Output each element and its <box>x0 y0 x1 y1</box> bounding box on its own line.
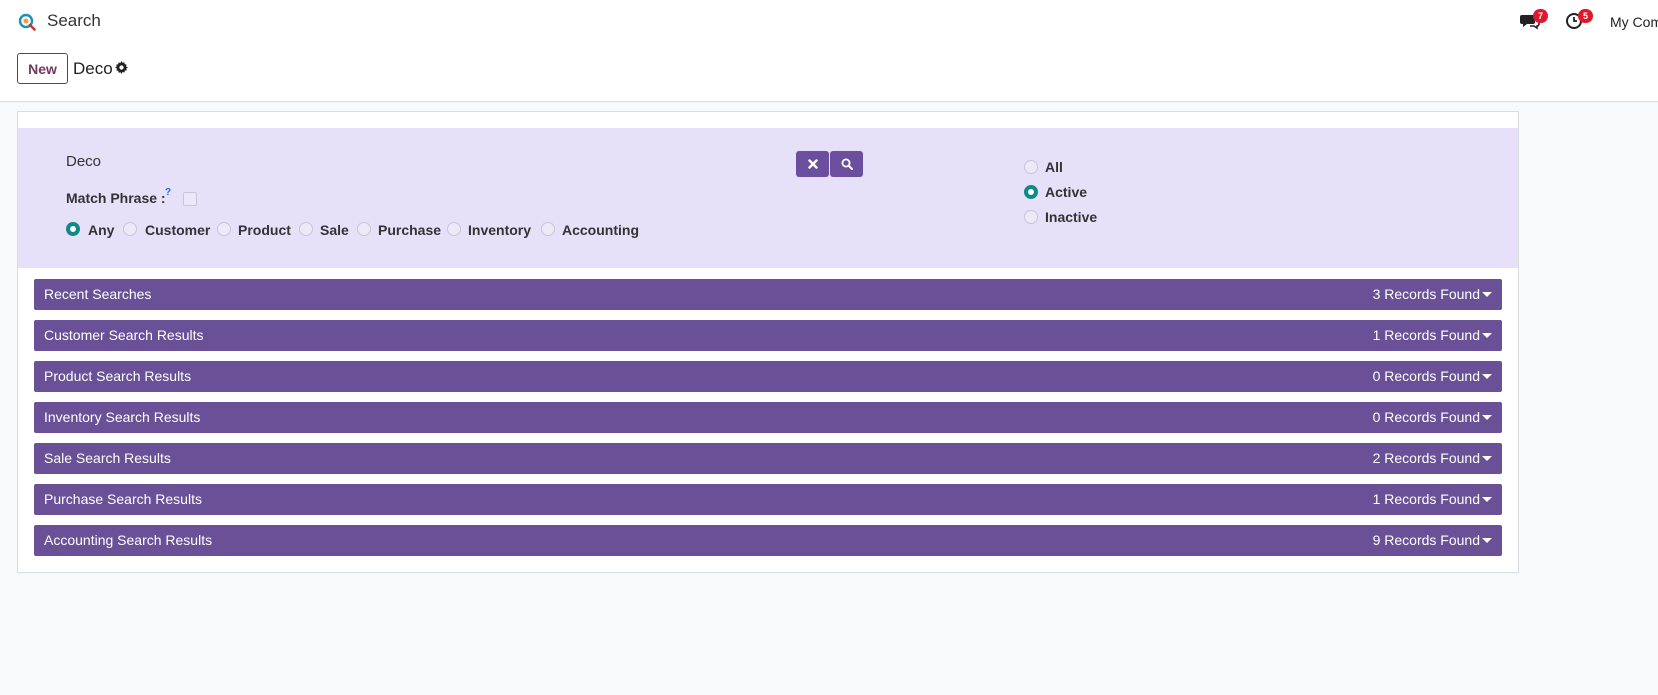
result-count: 0 Records Found <box>1372 368 1480 384</box>
caret-down-icon <box>1482 497 1492 502</box>
form-sheet: Match Phrase : ? Any Customer Product Sa… <box>17 111 1519 573</box>
scope-radio-sale[interactable] <box>299 222 313 236</box>
scope-label-purchase: Purchase <box>378 222 442 238</box>
messages-menu[interactable]: 7 <box>1520 9 1548 32</box>
result-count: 3 Records Found <box>1372 286 1480 302</box>
status-radio-all[interactable] <box>1024 160 1038 174</box>
result-title: Accounting Search Results <box>44 532 213 548</box>
scope-label-sale: Sale <box>320 222 349 238</box>
match-phrase-help-icon[interactable]: ? <box>165 187 172 198</box>
match-phrase-checkbox[interactable] <box>183 192 197 206</box>
scope-label-product: Product <box>238 222 291 238</box>
result-count: 1 Records Found <box>1372 327 1480 343</box>
company-switcher[interactable]: My Com <box>1610 14 1658 30</box>
status-radio-active[interactable] <box>1024 185 1038 199</box>
result-title: Recent Searches <box>44 286 152 302</box>
status-label-all: All <box>1045 159 1063 175</box>
scope-radio-customer[interactable] <box>123 222 137 236</box>
result-title: Product Search Results <box>44 368 192 384</box>
caret-down-icon <box>1482 333 1492 338</box>
clear-button[interactable] <box>796 151 829 177</box>
search-panel: Match Phrase : ? Any Customer Product Sa… <box>18 128 1518 268</box>
search-input[interactable] <box>66 148 746 174</box>
control-panel: New Deco <box>0 44 1658 102</box>
top-navbar: Search 7 5 My Com <box>0 0 1658 44</box>
result-title: Purchase Search Results <box>44 491 202 507</box>
result-title: Customer Search Results <box>44 327 204 343</box>
scope-radio-inventory[interactable] <box>447 222 461 236</box>
scope-radio-product[interactable] <box>217 222 231 236</box>
status-radio-inactive[interactable] <box>1024 210 1038 224</box>
messages-badge: 7 <box>1533 9 1548 23</box>
caret-down-icon <box>1482 292 1492 297</box>
scope-radio-purchase[interactable] <box>357 222 371 236</box>
caret-down-icon <box>1482 374 1492 379</box>
result-title: Inventory Search Results <box>44 409 201 425</box>
result-count: 0 Records Found <box>1372 409 1480 425</box>
app-title[interactable]: Search <box>47 11 101 30</box>
scope-radio-any[interactable] <box>66 222 80 236</box>
result-bar-customer[interactable]: Customer Search Results 1 Records Found <box>34 320 1502 351</box>
close-icon <box>807 159 818 169</box>
match-phrase-label: Match Phrase : <box>66 190 166 206</box>
new-button[interactable]: New <box>17 53 68 84</box>
search-button[interactable] <box>830 151 863 177</box>
gear-icon[interactable] <box>115 61 128 74</box>
result-count: 2 Records Found <box>1372 450 1480 466</box>
result-count: 1 Records Found <box>1372 491 1480 507</box>
scope-radio-accounting[interactable] <box>541 222 555 236</box>
result-bar-sale[interactable]: Sale Search Results 2 Records Found <box>34 443 1502 474</box>
status-label-active: Active <box>1045 184 1088 200</box>
activities-badge: 5 <box>1578 9 1593 23</box>
result-bar-product[interactable]: Product Search Results 0 Records Found <box>34 361 1502 392</box>
result-count: 9 Records Found <box>1372 532 1480 548</box>
caret-down-icon <box>1482 456 1492 461</box>
caret-down-icon <box>1482 538 1492 543</box>
result-bar-accounting[interactable]: Accounting Search Results 9 Records Foun… <box>34 525 1502 556</box>
result-bar-inventory[interactable]: Inventory Search Results 0 Records Found <box>34 402 1502 433</box>
result-bar-recent[interactable]: Recent Searches 3 Records Found <box>34 279 1502 310</box>
status-label-inactive: Inactive <box>1045 209 1098 225</box>
scope-label-any: Any <box>88 222 115 238</box>
activities-menu[interactable]: 5 <box>1565 9 1593 32</box>
scope-label-accounting: Accounting <box>562 222 639 238</box>
scope-label-customer: Customer <box>145 222 211 238</box>
result-bar-purchase[interactable]: Purchase Search Results 1 Records Found <box>34 484 1502 515</box>
search-icon <box>841 158 853 170</box>
caret-down-icon <box>1482 415 1492 420</box>
scope-label-inventory: Inventory <box>468 222 532 238</box>
result-title: Sale Search Results <box>44 450 171 466</box>
breadcrumb-record-name: Deco <box>73 59 113 78</box>
search-app-icon[interactable] <box>18 13 36 31</box>
